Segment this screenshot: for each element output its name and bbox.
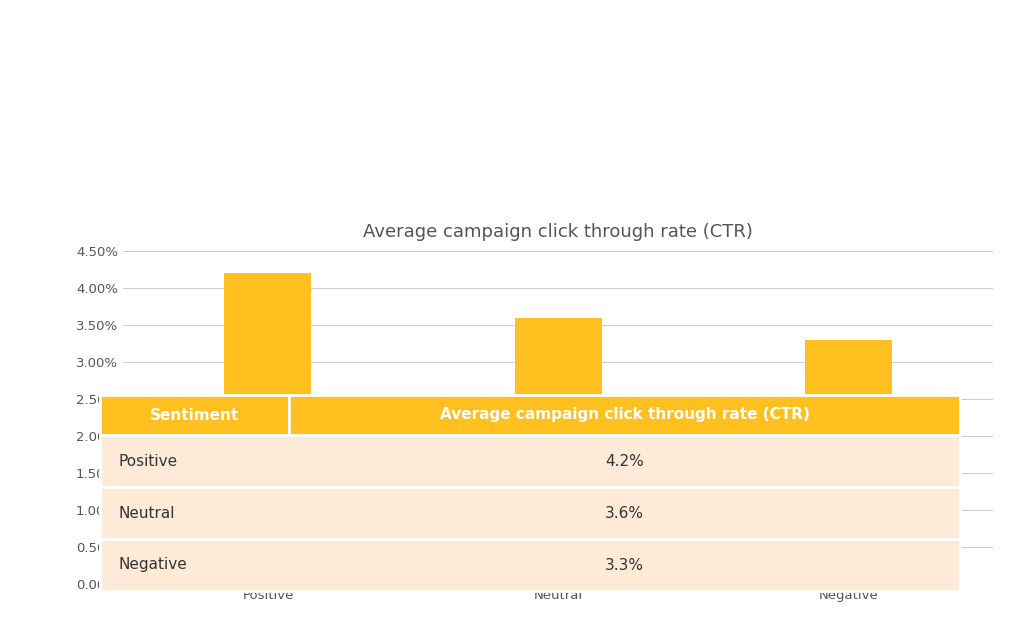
Bar <box>514 318 601 584</box>
Bar <box>805 340 892 584</box>
Text: Neutral: Neutral <box>118 506 174 521</box>
Bar <box>289 395 961 435</box>
Bar <box>100 539 961 591</box>
Text: Average campaign click through rate (CTR): Average campaign click through rate (CTR… <box>439 408 810 423</box>
Bar <box>100 487 961 539</box>
Text: 3.6%: 3.6% <box>605 506 644 521</box>
Text: 4.2%: 4.2% <box>605 453 644 468</box>
Bar <box>100 435 961 487</box>
Text: 3.3%: 3.3% <box>605 558 644 573</box>
Text: Negative: Negative <box>118 558 186 573</box>
Text: Sentiment: Sentiment <box>150 408 240 423</box>
Title: Average campaign click through rate (CTR): Average campaign click through rate (CTR… <box>364 224 753 241</box>
Text: Positive: Positive <box>118 453 177 468</box>
Bar <box>224 273 311 584</box>
Bar <box>100 395 289 435</box>
